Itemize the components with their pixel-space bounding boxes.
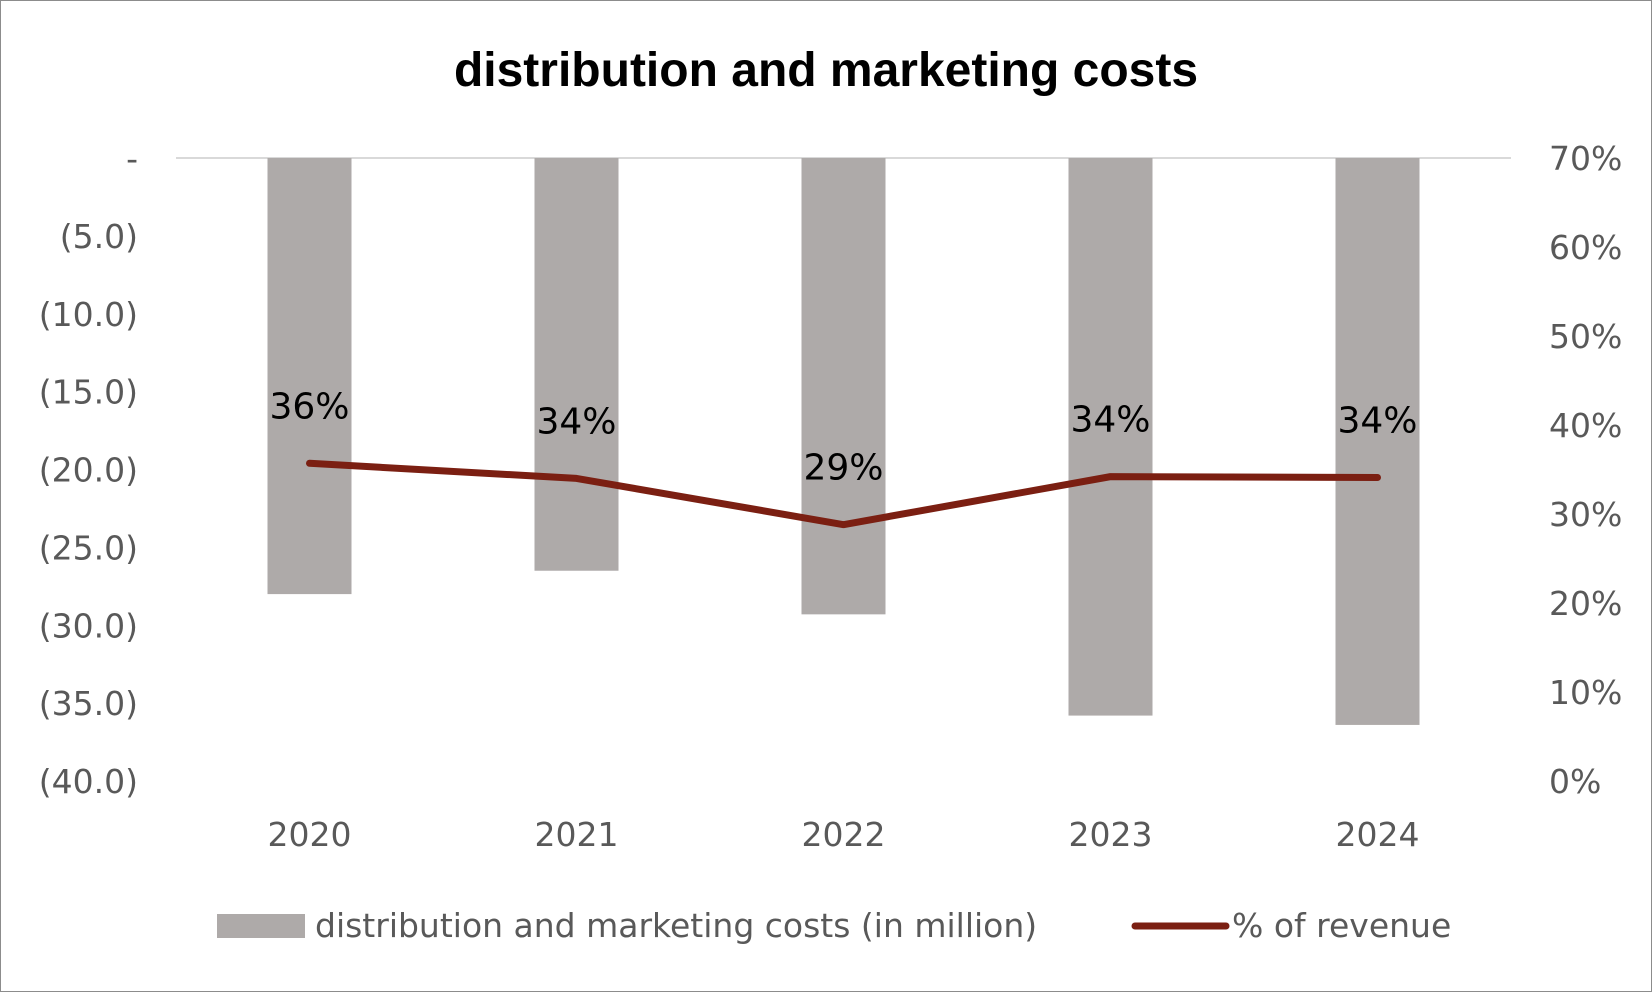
right-tick-label: 50% bbox=[1549, 317, 1622, 356]
right-tick-label: 10% bbox=[1549, 673, 1622, 712]
legend-line-label: % of revenue bbox=[1232, 906, 1451, 945]
bar-2024 bbox=[1335, 158, 1420, 725]
data-label-2023: 34% bbox=[1070, 400, 1150, 441]
bar-2023 bbox=[1068, 158, 1153, 716]
legend-bar-swatch bbox=[217, 914, 305, 938]
right-tick-label: 40% bbox=[1549, 406, 1622, 445]
left-axis: - (5.0) (10.0) (15.0) (20.0) (25.0) (30.0) (35.… bbox=[39, 139, 138, 801]
right-tick-label: 30% bbox=[1549, 495, 1622, 534]
legend: distribution and marketing costs (in mil… bbox=[217, 906, 1451, 945]
data-label-2022: 29% bbox=[803, 448, 883, 489]
x-tick-label: 2020 bbox=[268, 815, 352, 854]
right-tick-label: 0% bbox=[1549, 762, 1601, 801]
right-tick-label: 70% bbox=[1549, 139, 1622, 178]
legend-bar-label: distribution and marketing costs (in mil… bbox=[315, 906, 1037, 945]
bar-2022 bbox=[801, 158, 886, 615]
bar-2020 bbox=[267, 158, 352, 595]
x-axis: 2020 2021 2022 2023 2024 bbox=[268, 815, 1420, 854]
left-tick-label: (25.0) bbox=[39, 528, 138, 567]
left-tick-label: (40.0) bbox=[39, 762, 138, 801]
chart-title: distribution and marketing costs bbox=[454, 44, 1198, 97]
left-tick-label: (10.0) bbox=[39, 295, 138, 334]
data-label-2024: 34% bbox=[1337, 401, 1417, 442]
left-tick-label: (30.0) bbox=[39, 606, 138, 645]
data-labels: 36% 34% 29% 34% 34% bbox=[269, 386, 1417, 488]
left-tick-label: (5.0) bbox=[60, 217, 138, 256]
left-tick-label: (35.0) bbox=[39, 684, 138, 723]
right-tick-label: 20% bbox=[1549, 584, 1622, 623]
left-tick-label: (15.0) bbox=[39, 373, 138, 412]
x-tick-label: 2023 bbox=[1069, 815, 1153, 854]
revenue-share-line bbox=[306, 459, 1381, 529]
data-label-2020: 36% bbox=[269, 386, 349, 427]
line-series bbox=[306, 459, 1381, 529]
bar-2021 bbox=[534, 158, 619, 571]
data-label-2021: 34% bbox=[536, 401, 616, 442]
bar-series bbox=[267, 158, 1420, 725]
x-tick-label: 2021 bbox=[535, 815, 619, 854]
x-tick-label: 2024 bbox=[1336, 815, 1420, 854]
right-tick-label: 60% bbox=[1549, 228, 1622, 267]
left-tick-label: - bbox=[126, 139, 138, 178]
left-tick-label: (20.0) bbox=[39, 451, 138, 490]
right-axis: 70% 60% 50% 40% 30% 20% 10% 0% bbox=[1549, 139, 1622, 801]
x-tick-label: 2022 bbox=[802, 815, 886, 854]
